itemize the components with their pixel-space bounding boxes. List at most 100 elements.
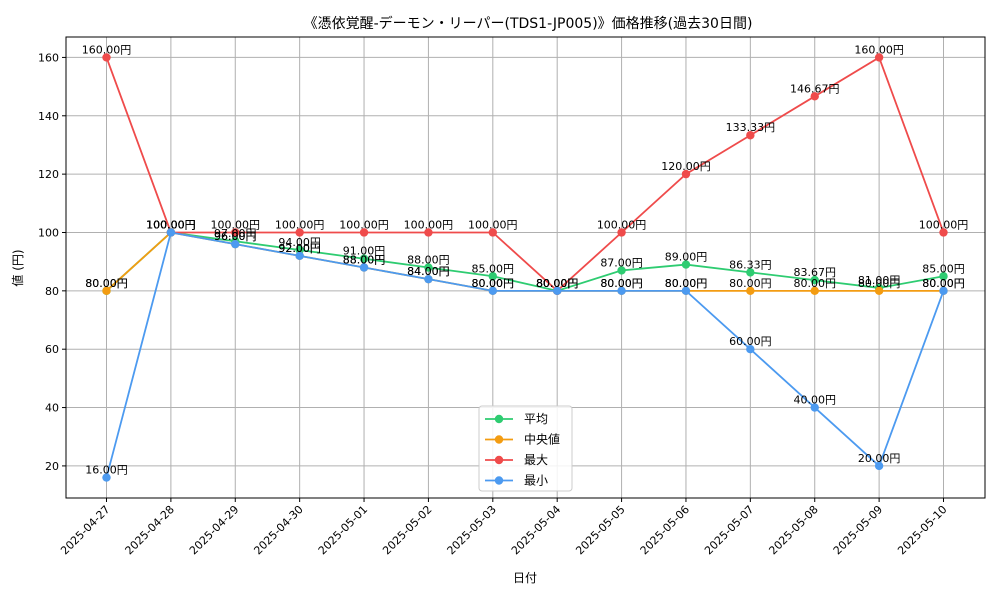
data-point	[295, 245, 304, 255]
data-point	[874, 286, 884, 296]
data-label: 88.00円	[343, 254, 386, 267]
data-label: 100.00円	[146, 218, 196, 231]
data-label: 84.00円	[407, 265, 450, 278]
data-point	[166, 228, 176, 237]
x-axis-label: 日付	[513, 571, 537, 585]
x-tick-label: 2025-05-03	[445, 503, 499, 557]
legend-swatch-marker	[494, 414, 504, 424]
data-label: 83.67円	[793, 266, 836, 279]
data-point	[102, 53, 111, 62]
data-point	[681, 260, 691, 269]
data-point	[359, 263, 369, 272]
data-label: 100.00円	[339, 218, 389, 231]
y-tick-label: 160	[38, 51, 59, 64]
legend-swatch-marker	[494, 455, 504, 465]
data-point	[617, 266, 626, 275]
y-tick-label: 140	[38, 110, 59, 123]
data-label: 96.00円	[214, 230, 257, 243]
legend-label: 最大	[524, 453, 548, 467]
legend-label: 平均	[524, 412, 548, 426]
data-point	[359, 254, 369, 263]
y-tick-label: 120	[38, 168, 59, 181]
series	[102, 53, 948, 482]
data-label: 80.00円	[665, 277, 708, 290]
data-label: 40.00円	[793, 394, 836, 407]
data-label: 85.00円	[922, 262, 965, 275]
data-label: 80.00円	[922, 277, 965, 290]
data-point	[424, 263, 433, 272]
data-point	[810, 275, 819, 285]
legend-swatch-marker	[494, 435, 504, 444]
data-label: 80.00円	[472, 277, 515, 290]
data-point	[359, 228, 369, 237]
y-axis-label: 値 (円)	[10, 249, 25, 286]
y-tick-label: 60	[45, 343, 59, 356]
series-line	[105, 56, 945, 293]
data-label: 80.00円	[600, 277, 643, 290]
data-label: 160.00円	[854, 43, 904, 56]
data-label: 16.00円	[85, 464, 128, 477]
x-tick-label: 2025-05-01	[316, 503, 370, 557]
x-tick-label: 2025-05-02	[380, 503, 434, 557]
data-label: 80.00円	[85, 277, 128, 290]
data-label: 80.00円	[922, 277, 965, 290]
data-label: 92.00円	[278, 242, 321, 255]
data-point	[231, 239, 240, 249]
data-label: 100.00円	[404, 218, 454, 231]
data-point	[617, 228, 626, 237]
legend-label: 最小	[524, 474, 548, 488]
data-label: 80.00円	[665, 277, 708, 290]
data-point	[939, 272, 948, 281]
data-label: 80.00円	[729, 277, 772, 290]
data-label: 81.00円	[858, 274, 901, 287]
data-label: 80.00円	[793, 277, 836, 290]
data-label: 80.00円	[600, 277, 643, 290]
data-label: 85.00円	[472, 262, 515, 275]
data-point	[295, 251, 304, 261]
data-point	[102, 286, 111, 296]
data-label: 94.00円	[278, 236, 321, 249]
data-point	[746, 268, 755, 277]
data-point	[488, 286, 498, 296]
data-label: 91.00円	[343, 245, 386, 258]
data-point	[488, 228, 498, 237]
legend-label: 中央値	[524, 432, 560, 447]
data-point	[810, 92, 819, 101]
data-label: 84.00円	[407, 265, 450, 278]
data-point	[681, 286, 691, 296]
data-label: 97.00円	[214, 227, 257, 240]
x-tick-label: 2025-05-10	[895, 503, 949, 557]
data-point	[424, 228, 433, 237]
data-label: 60.00円	[729, 335, 772, 348]
data-label: 88.00円	[343, 254, 386, 267]
data-label: 100.00円	[146, 218, 196, 231]
data-label: 80.00円	[858, 277, 901, 290]
x-tick-label: 2025-05-06	[638, 503, 692, 557]
x-tick-label: 2025-05-08	[766, 503, 820, 557]
data-label: 100.00円	[597, 218, 647, 231]
data-point	[681, 169, 691, 179]
data-label: 80.00円	[536, 277, 579, 290]
data-labels: 80.00円100.00円97.00円94.00円91.00円88.00円85.…	[82, 43, 969, 476]
data-label: 100.00円	[211, 218, 261, 231]
y-tick-label: 40	[45, 402, 59, 415]
data-label: 100.00円	[275, 218, 325, 231]
data-point	[102, 473, 111, 482]
legend-swatch-marker	[494, 476, 504, 485]
data-point	[810, 403, 819, 412]
y-axis: 20 40 60 80 100 120 140 160	[38, 51, 66, 473]
data-point	[939, 286, 948, 296]
data-label: 80.00円	[536, 277, 579, 290]
data-point	[231, 228, 240, 237]
data-label: 87.00円	[600, 256, 643, 269]
series-line	[105, 231, 944, 292]
data-label: 100.00円	[146, 218, 196, 231]
data-point	[874, 461, 884, 471]
plot-frame	[65, 36, 986, 499]
legend-box	[478, 405, 573, 492]
data-label: 20.00円	[858, 452, 901, 465]
x-tick-label: 2025-04-27	[58, 503, 112, 557]
data-point	[746, 131, 755, 140]
